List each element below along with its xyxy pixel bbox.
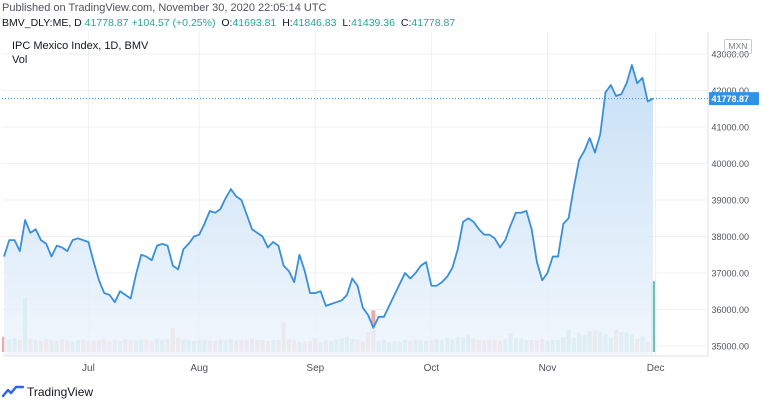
ohlc-legend: BMV_DLY:ME, D 41778.87 +104.57 (+0.25%) …: [2, 17, 455, 29]
y-tick-label: 35000.00: [711, 342, 749, 352]
y-tick-label: 41000.00: [711, 123, 749, 133]
footer-brand[interactable]: TradingView: [2, 383, 93, 401]
chart-title: IPC Mexico Index, 1D, BMV: [12, 40, 149, 52]
x-tick-label: Aug: [190, 363, 208, 374]
footer-brand-name: TradingView: [27, 385, 94, 399]
x-tick-label: Sep: [306, 363, 324, 374]
currency-badge[interactable]: MXN: [724, 39, 752, 54]
price-area-fill: [4, 64, 653, 356]
high-value: 41846.83: [292, 17, 337, 29]
low-value: 41439.36: [351, 17, 395, 29]
low-label: L:: [342, 17, 352, 29]
y-tick-label: 40000.00: [711, 159, 749, 169]
y-tick-label: 39000.00: [711, 196, 749, 206]
price-line: [3, 64, 654, 329]
y-tick-label: 42000.00: [711, 86, 749, 96]
x-tick-label: Nov: [539, 363, 557, 374]
y-tick-label: 43000.00: [711, 50, 749, 60]
y-tick-label: 38000.00: [711, 232, 749, 242]
last-price-value: 41778.87: [84, 17, 129, 29]
published-caption: Published on TradingView.com, November 3…: [2, 2, 327, 14]
tradingview-logo-icon: [2, 385, 24, 398]
last-price-tag-label: 41778.87: [711, 94, 749, 104]
price-chart[interactable]: 35000.00 36000.00 37000.00 38000.00 39000.00…: [0, 30, 768, 380]
open-label: O:: [221, 17, 233, 29]
x-tick-label: Oct: [424, 363, 440, 374]
y-tick-label: 36000.00: [711, 305, 749, 315]
open-value: 41693.81: [232, 17, 277, 29]
volume-legend-label: Vol: [12, 54, 28, 66]
y-tick-label: 37000.00: [711, 269, 749, 279]
high-label: H:: [282, 17, 293, 29]
close-label: C:: [400, 17, 412, 29]
last-price-tag: [709, 92, 759, 106]
change-value: +104.57 (+0.25%): [131, 17, 216, 29]
x-tick-label: Jul: [82, 363, 95, 374]
symbol-label: BMV_DLY:ME, D: [2, 17, 82, 29]
x-tick-label: Dec: [647, 363, 665, 374]
close-value: 41778.87: [411, 17, 456, 29]
